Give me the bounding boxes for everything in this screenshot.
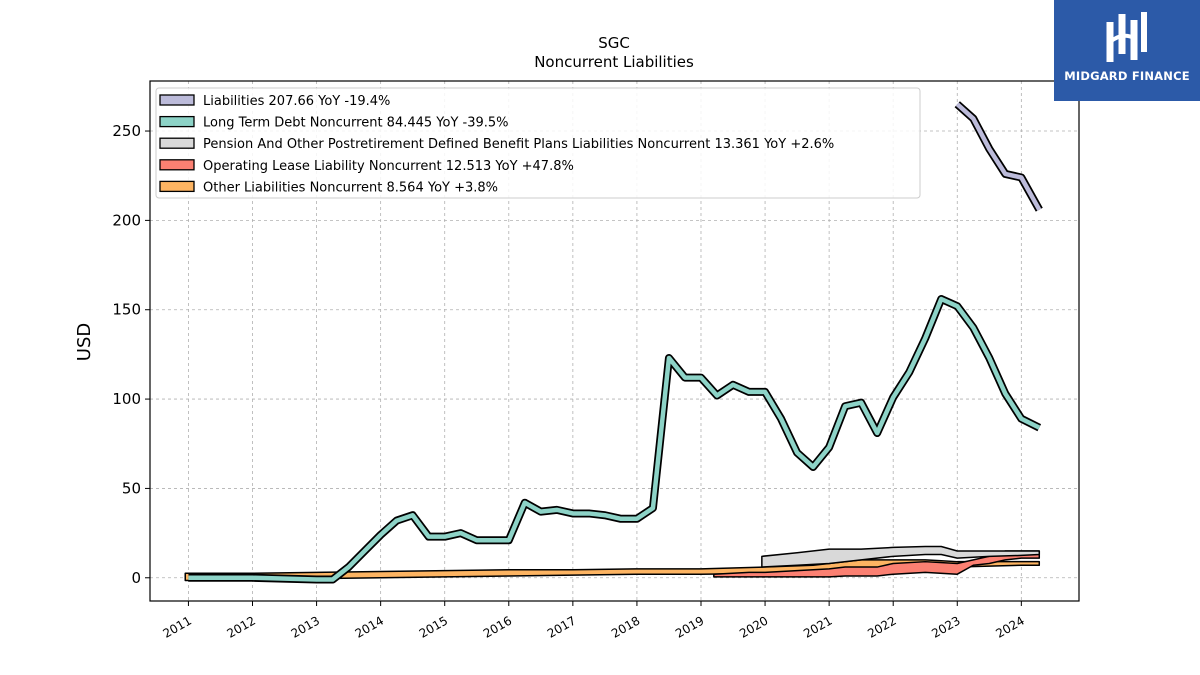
y-tick-label: 50 bbox=[122, 479, 141, 497]
series-line-1 bbox=[188, 296, 1041, 582]
series-band-4 bbox=[184, 559, 1041, 582]
x-tick-label: 2014 bbox=[353, 613, 386, 640]
series-line-0 bbox=[955, 102, 1042, 211]
series-band-3 bbox=[713, 550, 1041, 578]
legend-entry-2: Pension And Other Postretirement Defined… bbox=[203, 137, 834, 152]
legend-swatch-1 bbox=[159, 115, 195, 128]
x-tick-label: 2023 bbox=[929, 613, 962, 640]
legend-swatch-3 bbox=[159, 159, 195, 171]
series-line-outline-0 bbox=[954, 101, 1043, 212]
y-tick-label: 200 bbox=[112, 211, 141, 229]
logo-text: MIDGARD FINANCE bbox=[1064, 69, 1190, 83]
x-tick-label: 2019 bbox=[673, 613, 706, 640]
legend: Liabilities 207.66 YoY -19.4% Long Term D… bbox=[155, 87, 921, 199]
x-tick-label: 2017 bbox=[545, 613, 578, 640]
x-tick-label: 2012 bbox=[225, 613, 258, 640]
x-tick-label: 2013 bbox=[289, 613, 322, 640]
y-axis-label: USD bbox=[74, 323, 95, 361]
legend-entry-1: Long Term Debt Noncurrent 84.445 YoY -39… bbox=[203, 116, 509, 131]
x-tick-label: 2022 bbox=[865, 613, 898, 640]
x-tick-label: 2016 bbox=[481, 613, 514, 640]
series-layer bbox=[184, 101, 1043, 584]
logo-mark-icon bbox=[1106, 12, 1147, 62]
y-tick-label: 100 bbox=[112, 390, 141, 408]
chart-title: SGC bbox=[598, 34, 630, 52]
y-tick-label: 250 bbox=[112, 122, 141, 140]
legend-swatch-0 bbox=[159, 94, 195, 106]
x-tick-label: 2021 bbox=[801, 613, 834, 640]
legend-swatch-2 bbox=[159, 137, 195, 149]
series-band-2 bbox=[761, 545, 1041, 568]
legend-swatch-4 bbox=[159, 180, 195, 193]
y-tick-label: 0 bbox=[131, 569, 141, 587]
legend-entry-0: Liabilities 207.66 YoY -19.4% bbox=[203, 94, 390, 109]
series-line-outline-1 bbox=[188, 295, 1042, 584]
x-tick-label: 2024 bbox=[993, 613, 1026, 640]
x-tick-label: 2018 bbox=[609, 613, 642, 640]
legend-box bbox=[155, 87, 921, 199]
x-tick-label: 2011 bbox=[160, 613, 193, 640]
legend-entry-4: Other Liabilities Noncurrent 8.564 YoY +… bbox=[203, 180, 498, 195]
x-tick-label: 2015 bbox=[417, 613, 450, 640]
legend-entry-3: Operating Lease Liability Noncurrent 12.… bbox=[203, 159, 574, 174]
x-tick-label: 2020 bbox=[737, 613, 770, 640]
brand-logo: MIDGARD FINANCE bbox=[1054, 0, 1200, 101]
chart-subtitle: Noncurrent Liabilities bbox=[534, 53, 694, 71]
plot-frame bbox=[149, 80, 1080, 602]
y-tick-label: 150 bbox=[112, 301, 141, 319]
